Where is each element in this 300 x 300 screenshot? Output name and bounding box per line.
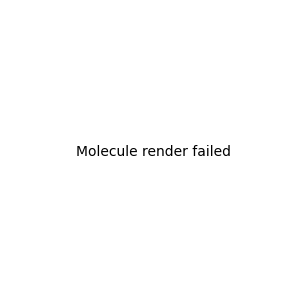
Text: Molecule render failed: Molecule render failed bbox=[76, 145, 231, 158]
